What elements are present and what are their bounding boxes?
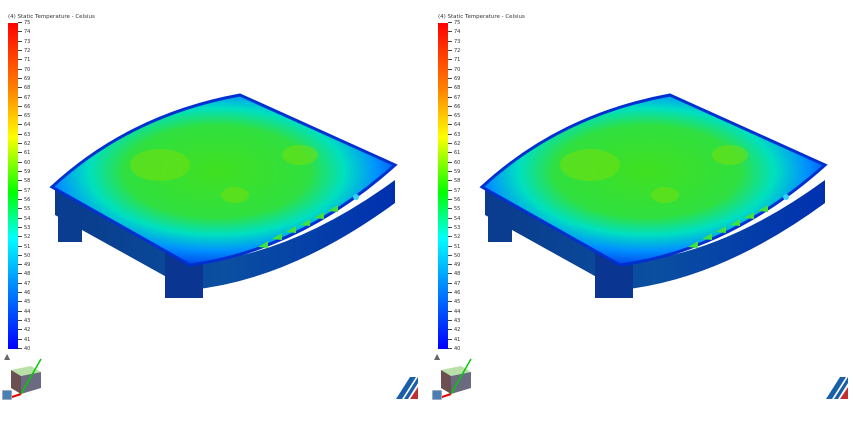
- legend-tick-label: 63: [448, 132, 460, 138]
- brand-logo-icon: [396, 377, 418, 399]
- legend-tick-label: 60: [448, 160, 460, 166]
- legend-tick-label: 62: [18, 141, 30, 147]
- legend-tick-label: 47: [448, 281, 460, 287]
- legend-tick-label: 51: [18, 244, 30, 250]
- legend-tick-label: 73: [448, 39, 460, 45]
- legend-tick-label: 48: [448, 271, 460, 277]
- legend-tick-label: 49: [448, 262, 460, 268]
- legend-tick-label: 69: [448, 76, 460, 82]
- legend-tick-label: 73: [18, 39, 30, 45]
- legend-tick-label: 53: [448, 225, 460, 231]
- legend-tick-label: 68: [18, 85, 30, 91]
- legend-tick-label: 55: [448, 206, 460, 212]
- legend-tick-label: 71: [18, 57, 30, 63]
- legend-tick-label: 59: [18, 169, 30, 175]
- color-bar: [438, 23, 448, 349]
- legend-tick-label: 64: [448, 122, 460, 128]
- legend-tick-label: 71: [448, 57, 460, 63]
- legend-tick-label: 40: [448, 346, 460, 352]
- legend-tick-label: 46: [448, 290, 460, 296]
- view-cube-icon[interactable]: [5, 358, 47, 398]
- legend-tick-label: 50: [448, 253, 460, 259]
- legend-tick-label: 45: [448, 299, 460, 305]
- legend-tick-label: 58: [18, 178, 30, 184]
- legend-tick-label: 66: [18, 104, 30, 110]
- legend-tick-label: 56: [448, 197, 460, 203]
- legend-tick-label: 52: [18, 234, 30, 240]
- legend-tick-label: 44: [18, 309, 30, 315]
- legend-tick-label: 69: [18, 76, 30, 82]
- legend-tick-label: 72: [18, 48, 30, 54]
- legend-tick-label: 57: [448, 188, 460, 194]
- legend-ticks: 75 74 73 72 71 70 69 68 67 66 65 64 63 62 61 60 59 58 57 56…: [18, 20, 48, 352]
- legend-tick-label: 42: [448, 327, 460, 333]
- legend-tick-label: 55: [18, 206, 30, 212]
- front-side: [485, 180, 825, 290]
- legend-tick-label: 66: [448, 104, 460, 110]
- front-side: [55, 180, 395, 290]
- legend-tick-label: 57: [18, 188, 30, 194]
- viewport-right[interactable]: (4) Static Temperature - Celsius 75 74 73 7…: [430, 0, 853, 425]
- vent-slots: [688, 205, 768, 248]
- color-bar: [8, 23, 18, 349]
- legend-tick-label: 62: [448, 141, 460, 147]
- legend-tick-label: 42: [18, 327, 30, 333]
- legend-tick-label: 61: [18, 150, 30, 156]
- legend-title: (4) Static Temperature - Celsius: [438, 14, 525, 20]
- legend-tick-label: 59: [448, 169, 460, 175]
- view-cube-icon[interactable]: [435, 358, 477, 398]
- legend-tick-label: 50: [18, 253, 30, 259]
- legend-tick-label: 54: [448, 216, 460, 222]
- legend-tick-label: 67: [18, 95, 30, 101]
- legend-tick-label: 41: [448, 337, 460, 343]
- legend-tick-label: 75: [448, 20, 460, 26]
- legend-tick-label: 47: [18, 281, 30, 287]
- legend-tick-label: 74: [18, 29, 30, 35]
- legend-tick-label: 43: [18, 318, 30, 324]
- fit-view-icon[interactable]: [432, 390, 442, 400]
- legend-tick-label: 70: [448, 67, 460, 73]
- legend-tick-label: 64: [18, 122, 30, 128]
- legend-tick-label: 58: [448, 178, 460, 184]
- legend-tick-label: 53: [18, 225, 30, 231]
- legend-tick-label: 43: [448, 318, 460, 324]
- home-icon[interactable]: ▲: [4, 352, 11, 361]
- legend-tick-label: 67: [448, 95, 460, 101]
- legend-tick-label: 45: [18, 299, 30, 305]
- legend-tick-label: 65: [448, 113, 460, 119]
- legend-tick-label: 46: [18, 290, 30, 296]
- legend-tick-label: 48: [18, 271, 30, 277]
- legend-tick-label: 63: [18, 132, 30, 138]
- left-foot: [58, 197, 82, 242]
- legend-tick-label: 54: [18, 216, 30, 222]
- legend-tick-label: 68: [448, 85, 460, 91]
- legend-ticks: 75 74 73 72 71 70 69 68 67 66 65 64 63 62 61 60 59 58 57 56…: [448, 20, 478, 352]
- legend-tick-label: 56: [18, 197, 30, 203]
- legend-tick-label: 49: [18, 262, 30, 268]
- left-foot: [488, 197, 512, 242]
- brand-logo-icon: [826, 377, 848, 399]
- legend-tick-label: 75: [18, 20, 30, 26]
- legend-tick-label: 72: [448, 48, 460, 54]
- fit-view-icon[interactable]: [2, 390, 12, 400]
- legend-tick-label: 61: [448, 150, 460, 156]
- legend-title: (4) Static Temperature - Celsius: [8, 14, 95, 20]
- legend-tick-label: 40: [18, 346, 30, 352]
- legend-tick-label: 74: [448, 29, 460, 35]
- viewport-left[interactable]: (4) Static Temperature - Celsius 75 74 73 7…: [0, 0, 427, 425]
- thermal-model[interactable]: [40, 85, 400, 305]
- legend-tick-label: 51: [448, 244, 460, 250]
- legend-tick-label: 65: [18, 113, 30, 119]
- legend-tick-label: 60: [18, 160, 30, 166]
- home-icon[interactable]: ▲: [434, 352, 441, 361]
- legend-tick-label: 52: [448, 234, 460, 240]
- legend-tick-label: 44: [448, 309, 460, 315]
- legend-tick-label: 41: [18, 337, 30, 343]
- vent-slots: [258, 205, 338, 248]
- thermal-model[interactable]: [470, 85, 830, 305]
- legend-tick-label: 70: [18, 67, 30, 73]
